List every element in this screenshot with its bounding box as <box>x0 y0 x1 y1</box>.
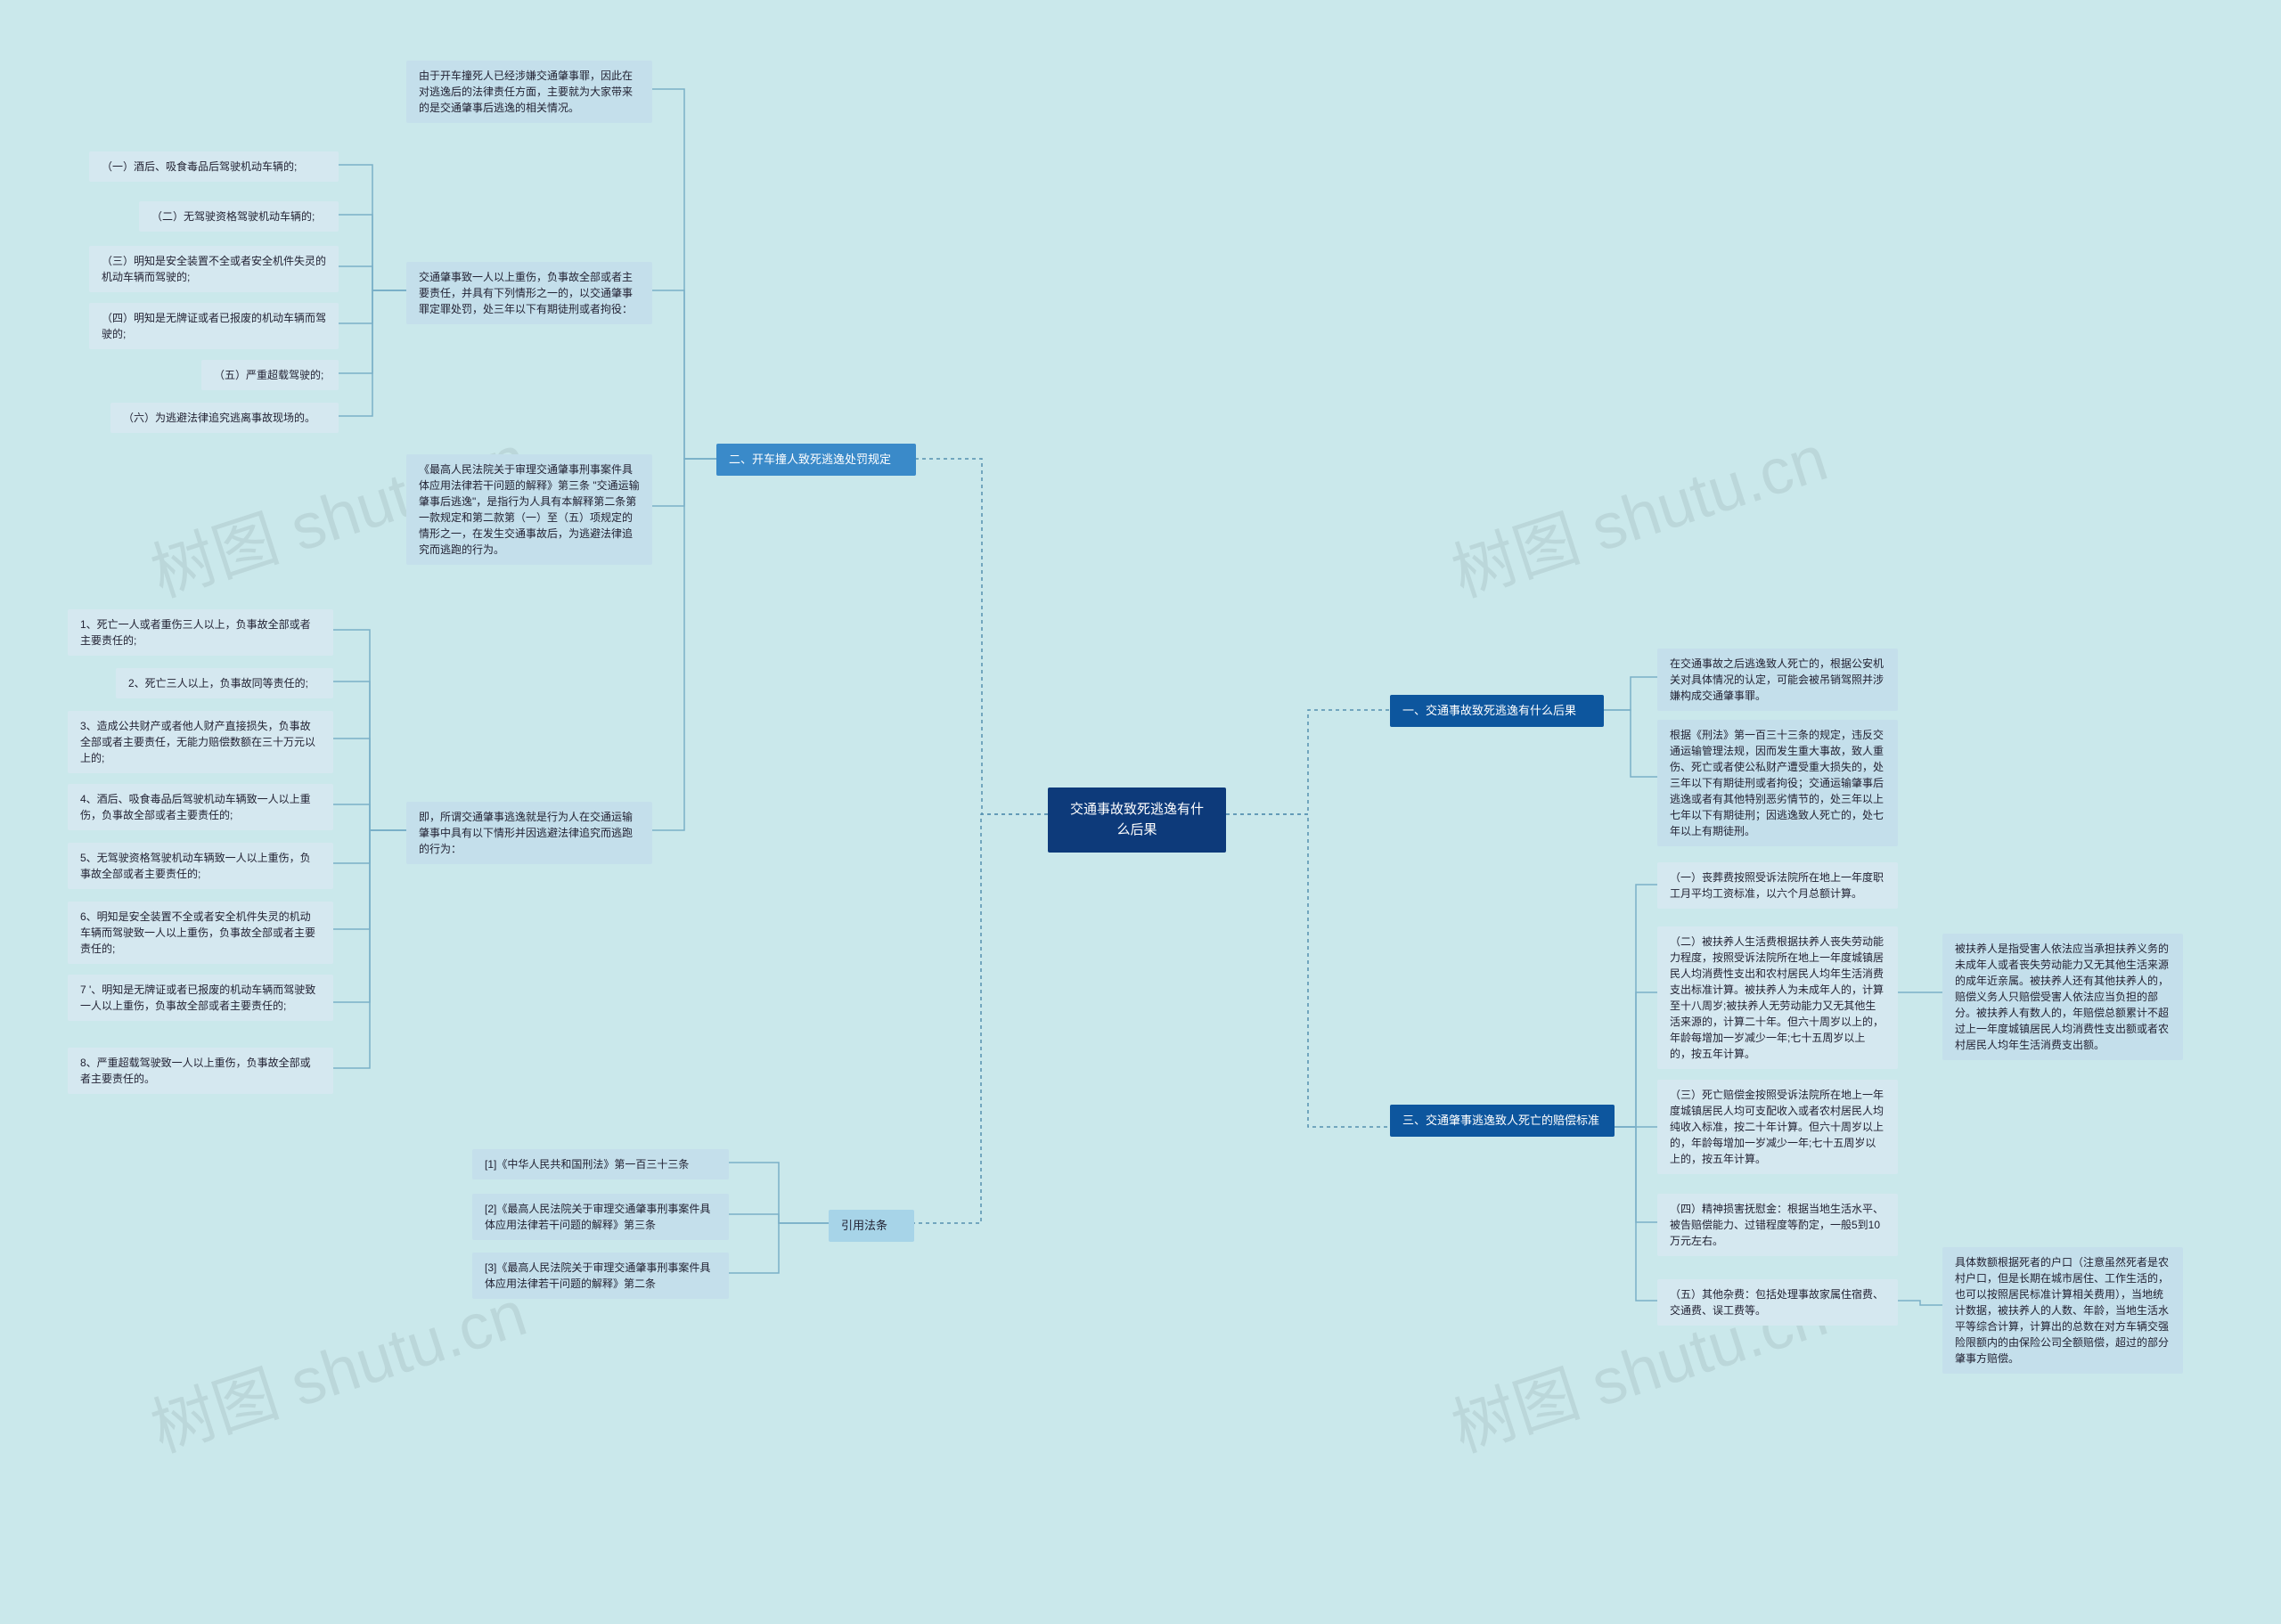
node-l2b6: （六）为逃避法律追究逃离事故现场的。 <box>110 403 339 433</box>
node-l2d6: 6、明知是安全装置不全或者安全机件失灵的机动车辆而驾驶致一人以上重伤，负事故全部… <box>68 902 333 964</box>
node-l4: 引用法条 <box>829 1210 914 1242</box>
node-l2d1: 1、死亡一人或者重伤三人以上，负事故全部或者主要责任的; <box>68 609 333 656</box>
node-l2c: 《最高人民法院关于审理交通肇事刑事案件具体应用法律若干问题的解释》第三条 "交通… <box>406 454 652 565</box>
node-l2d4: 4、酒后、吸食毒品后驾驶机动车辆致一人以上重伤，负事故全部或者主要责任的; <box>68 784 333 830</box>
node-l2d3: 3、造成公共财产或者他人财产直接损失，负事故全部或者主要责任，无能力赔偿数额在三… <box>68 711 333 773</box>
node-l2b4: （四）明知是无牌证或者已报废的机动车辆而驾驶的; <box>89 303 339 349</box>
node-r3c: （三）死亡赔偿金按照受诉法院所在地上一年度城镇居民人均可支配收入或者农村居民人均… <box>1657 1080 1898 1174</box>
node-l2d8: 8、严重超载驾驶致一人以上重伤，负事故全部或者主要责任的。 <box>68 1048 333 1094</box>
node-l2b5: （五）严重超载驾驶的; <box>201 360 339 390</box>
node-l2d: 即，所谓交通肇事逃逸就是行为人在交通运输肇事中具有以下情形并因逃避法律追究而逃跑… <box>406 802 652 864</box>
node-r3b1: 被扶养人是指受害人依法应当承担扶养义务的未成年人或者丧失劳动能力又无其他生活来源… <box>1942 934 2183 1060</box>
node-l2b1: （一）酒后、吸食毒品后驾驶机动车辆的; <box>89 151 339 182</box>
node-l2b2: （二）无驾驶资格驾驶机动车辆的; <box>139 201 339 232</box>
node-l2b3: （三）明知是安全装置不全或者安全机件失灵的机动车辆而驾驶的; <box>89 246 339 292</box>
node-r3a: （一）丧葬费按照受诉法院所在地上一年度职工月平均工资标准，以六个月总额计算。 <box>1657 862 1898 909</box>
node-r3d: （四）精神损害抚慰金：根据当地生活水平、被告赔偿能力、过错程度等酌定，一般5到1… <box>1657 1194 1898 1256</box>
node-r3e1: 具体数额根据死者的户口（注意虽然死者是农村户口，但是长期在城市居住、工作生活的，… <box>1942 1247 2183 1374</box>
root-node: 交通事故致死逃逸有什么后果 <box>1048 788 1226 853</box>
node-l2d5: 5、无驾驶资格驾驶机动车辆致一人以上重伤，负事故全部或者主要责任的; <box>68 843 333 889</box>
node-r3e: （五）其他杂费：包括处理事故家属住宿费、交通费、误工费等。 <box>1657 1279 1898 1326</box>
node-r1a: 在交通事故之后逃逸致人死亡的，根据公安机关对具体情况的认定，可能会被吊销驾照并涉… <box>1657 649 1898 711</box>
node-l4c: [3]《最高人民法院关于审理交通肇事刑事案件具体应用法律若干问题的解释》第二条 <box>472 1253 729 1299</box>
node-r1b: 根据《刑法》第一百三十三条的规定，违反交通运输管理法规，因而发生重大事故，致人重… <box>1657 720 1898 846</box>
root-label: 交通事故致死逃逸有什么后果 <box>1070 802 1204 837</box>
node-l2a: 由于开车撞死人已经涉嫌交通肇事罪，因此在对逃逸后的法律责任方面，主要就为大家带来… <box>406 61 652 123</box>
node-l2d7: 7 '、明知是无牌证或者已报废的机动车辆而驾驶致一人以上重伤，负事故全部或者主要… <box>68 975 333 1021</box>
node-r3b: （二）被扶养人生活费根据扶养人丧失劳动能力程度，按照受诉法院所在地上一年度城镇居… <box>1657 926 1898 1069</box>
node-l4a: [1]《中华人民共和国刑法》第一百三十三条 <box>472 1149 729 1179</box>
node-r3: 三、交通肇事逃逸致人死亡的赔偿标准 <box>1390 1105 1615 1137</box>
node-l2: 二、开车撞人致死逃逸处罚规定 <box>716 444 916 476</box>
node-l2d2: 2、死亡三人以上，负事故同等责任的; <box>116 668 333 698</box>
node-l2b: 交通肇事致一人以上重伤，负事故全部或者主要责任，并具有下列情形之一的，以交通肇事… <box>406 262 652 324</box>
watermark: 树图 shutu.cn <box>1438 405 1836 615</box>
node-r1: 一、交通事故致死逃逸有什么后果 <box>1390 695 1604 727</box>
node-l4b: [2]《最高人民法院关于审理交通肇事刑事案件具体应用法律若干问题的解释》第三条 <box>472 1194 729 1240</box>
